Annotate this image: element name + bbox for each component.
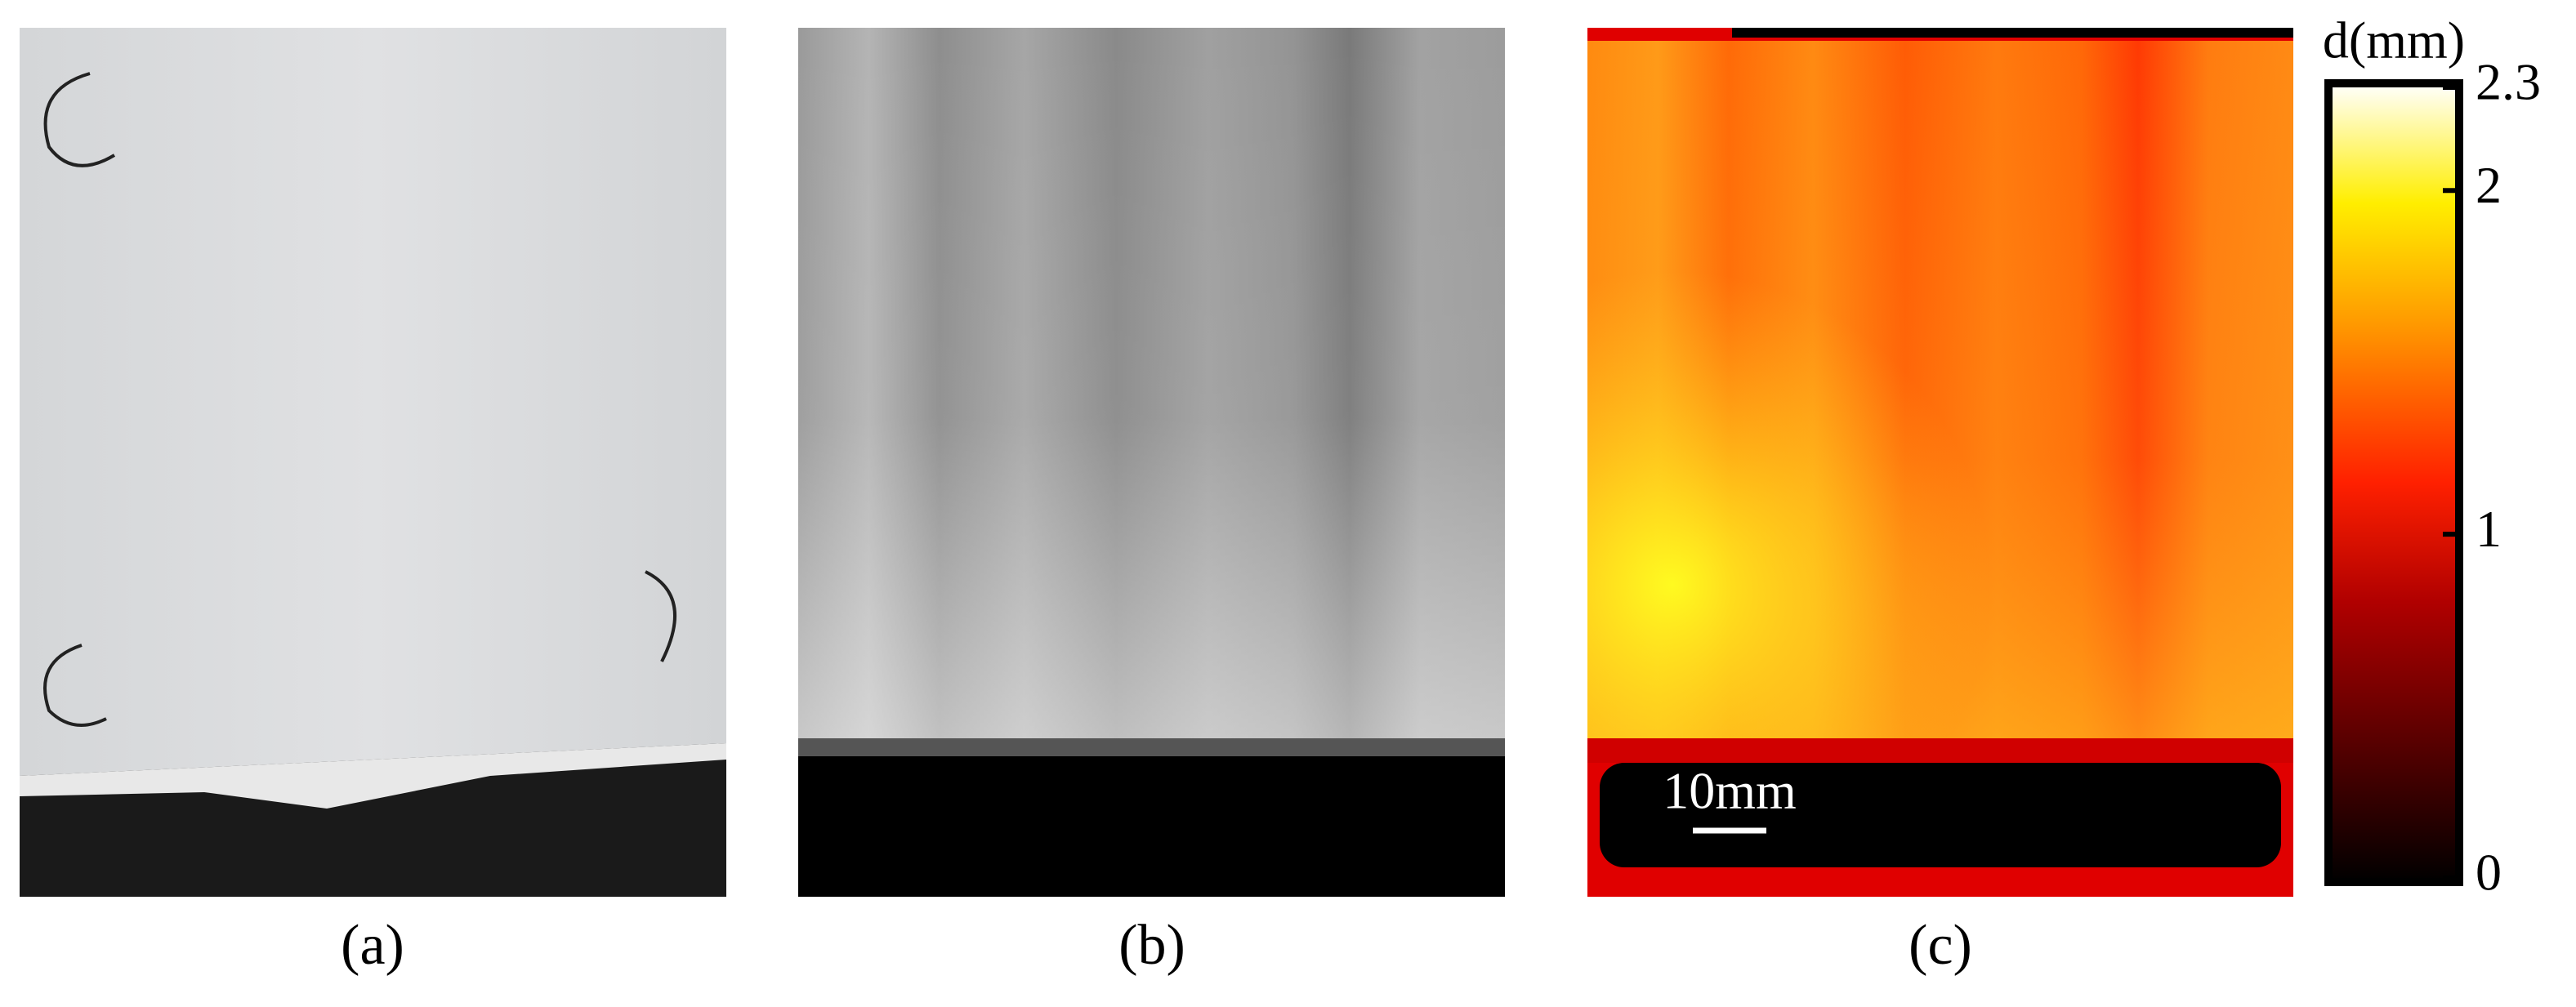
panel-label: (a): [341, 914, 404, 977]
panel-a: [20, 28, 726, 897]
colorbar-tick-label: 2.3: [2476, 53, 2541, 111]
colorbar-title: d(mm): [2323, 11, 2465, 69]
panel-label: (c): [1909, 914, 1972, 977]
colorbar-tick-label: 1: [2476, 500, 2502, 558]
colorbar-tick-label: 2: [2476, 156, 2502, 214]
panel-label: (b): [1118, 914, 1185, 977]
scale-bar-label: 10mm: [1663, 762, 1797, 820]
colorbar: [2324, 79, 2463, 886]
panel-c: [1587, 28, 2293, 897]
colorbar-tick-label: 0: [2476, 844, 2502, 902]
panel-b: [798, 28, 1505, 897]
